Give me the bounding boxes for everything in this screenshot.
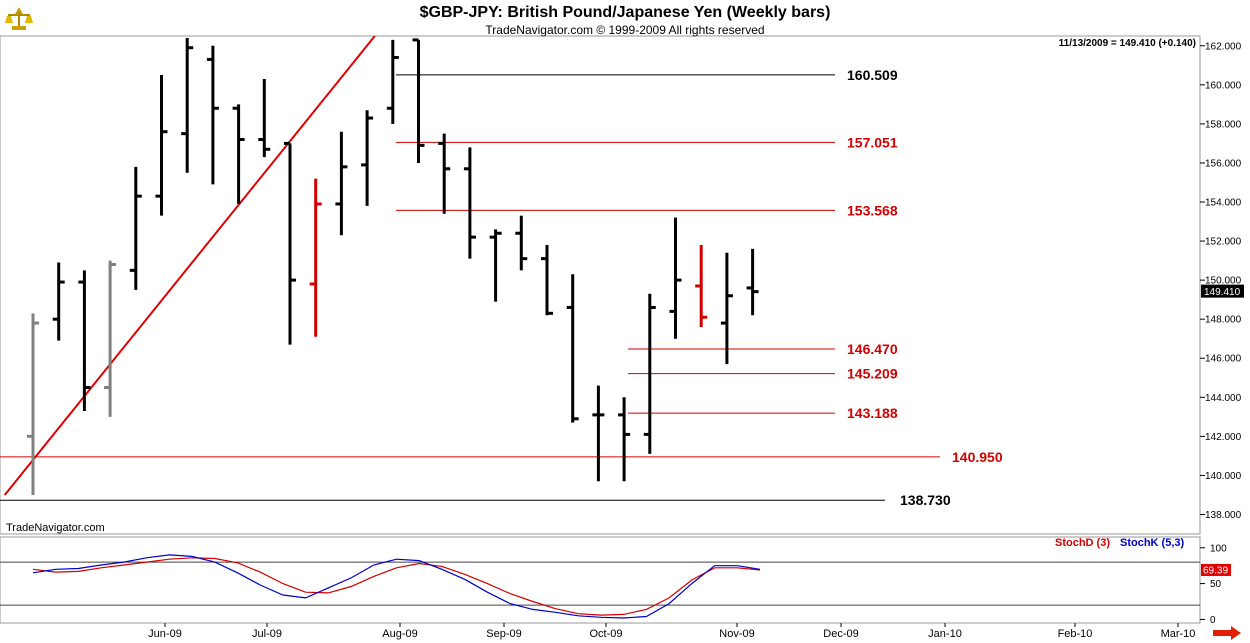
- stochastic-pane-frame: [0, 536, 1201, 624]
- price-levels: 160.509 157.051 153.568 146.470 145.209 143.1…: [0, 67, 1003, 508]
- stochastic-lines: [32, 554, 761, 619]
- price-y-axis: 138.000 140.000 142.000 144.000 146.000 148.0…: [1200, 41, 1242, 521]
- price-level-label: 143.188: [847, 405, 898, 421]
- x-axis-label: Nov-09: [719, 628, 754, 640]
- price-y-tick-label: 154.000: [1205, 198, 1242, 209]
- stoch-series-line: [32, 554, 761, 619]
- stochastic-y-axis: 0 50 100: [1200, 543, 1227, 626]
- scale-icon[interactable]: [4, 4, 34, 34]
- ohlc-bar: [489, 229, 502, 302]
- legend-stoch-k: StochK (5,3): [1120, 537, 1185, 549]
- x-axis-label: Mar-10: [1161, 628, 1196, 640]
- ohlc-bar: [52, 262, 65, 341]
- price-y-tick-label: 148.000: [1205, 315, 1242, 326]
- price-level-label: 146.470: [847, 341, 898, 357]
- trendline-segment: [3, 35, 376, 496]
- last-quote: 11/13/2009 = 149.410 (+0.140): [1058, 38, 1196, 49]
- ohlc-bar: [206, 45, 219, 185]
- copyright-line: TradeNavigator.com © 1999-2009 All right…: [485, 23, 765, 37]
- trendline: [3, 35, 376, 496]
- price-y-tick-label: 158.000: [1205, 119, 1242, 130]
- stoch-series-line: [32, 557, 761, 616]
- ohlc-bar: [541, 244, 553, 316]
- ohlc-bar: [258, 78, 271, 158]
- stoch-y-tick-label: 100: [1210, 543, 1227, 554]
- x-axis-label: Sep-09: [486, 628, 521, 640]
- last-price-marker: 149.410: [1201, 284, 1244, 298]
- ohlc-bar: [284, 141, 296, 345]
- ohlc-bar: [695, 244, 708, 327]
- ohlc-bar: [643, 293, 656, 454]
- stochastic-last-value: 69.39: [1201, 563, 1231, 576]
- price-y-tick-label: 150.000: [1205, 276, 1242, 287]
- ohlc-bar: [438, 133, 451, 214]
- last-price-box: [1201, 284, 1244, 298]
- price-y-tick-label: 140.000: [1205, 471, 1242, 482]
- x-axis-label: Dec-09: [823, 628, 858, 640]
- arrow-right-icon[interactable]: [1213, 626, 1241, 640]
- ohlc-bar: [618, 397, 631, 482]
- ohlc-bar: [335, 131, 348, 236]
- x-axis-label: Jun-09: [148, 628, 182, 640]
- ohlc-bar: [720, 252, 733, 365]
- stoch-y-tick-label: 0: [1210, 615, 1216, 626]
- price-y-tick-label: 146.000: [1205, 354, 1242, 365]
- price-pane-frame: [0, 35, 1201, 535]
- price-y-tick-label: 160.000: [1205, 80, 1242, 91]
- x-axis-label: Oct-09: [589, 628, 622, 640]
- chart-title: $GBP-JPY: British Pound/Japanese Yen (We…: [419, 4, 831, 21]
- ohlc-bar: [592, 385, 605, 482]
- stochastic-reference-lines: [0, 561, 1200, 606]
- ohlc-bar: [361, 110, 374, 206]
- ohlc-bar: [129, 166, 142, 290]
- price-level-label: 140.950: [952, 449, 1003, 465]
- price-level-label: 138.730: [900, 492, 951, 508]
- x-axis-label: Feb-10: [1058, 628, 1093, 640]
- brand-watermark: TradeNavigator.com: [6, 522, 105, 534]
- ohlc-bar: [412, 38, 425, 163]
- price-level-label: 153.568: [847, 202, 898, 218]
- ohlc-bar: [309, 178, 322, 337]
- ohlc-bar: [746, 248, 759, 316]
- price-y-tick-label: 152.000: [1205, 237, 1242, 248]
- legend-stoch-d: StochD (3): [1055, 537, 1110, 549]
- last-price-label: 149.410: [1204, 287, 1241, 298]
- price-y-tick-label: 138.000: [1205, 510, 1242, 521]
- price-level-label: 157.051: [847, 134, 898, 150]
- stoch-last-box: [1201, 563, 1231, 576]
- price-level-label: 145.209: [847, 366, 898, 382]
- ohlc-bar: [463, 147, 476, 259]
- ohlc-bar: [232, 104, 245, 204]
- ohlc-bar: [78, 270, 91, 411]
- x-axis-label: Jul-09: [252, 628, 282, 640]
- ohlc-bar: [27, 313, 39, 495]
- x-axis-label: Aug-09: [382, 628, 417, 640]
- stoch-y-tick-label: 50: [1210, 579, 1222, 590]
- ohlc-bars: [27, 37, 759, 495]
- price-y-tick-label: 156.000: [1205, 158, 1242, 169]
- ohlc-bar: [386, 39, 399, 124]
- price-y-tick-label: 144.000: [1205, 393, 1242, 404]
- x-axis-label: Jan-10: [928, 628, 962, 640]
- price-y-tick-label: 162.000: [1205, 41, 1242, 52]
- ohlc-bar: [181, 37, 194, 173]
- stoch-last-label: 69.39: [1203, 565, 1228, 576]
- x-axis: Jun-09 Jul-09 Aug-09 Sep-09 Oct-09 Nov-09 Dec-…: [148, 623, 1195, 640]
- ohlc-bar: [155, 75, 168, 216]
- ohlc-bar: [669, 217, 682, 339]
- ohlc-bar: [515, 215, 528, 271]
- ohlc-bar: [104, 260, 117, 417]
- price-y-tick-label: 142.000: [1205, 432, 1242, 443]
- ohlc-bar: [566, 274, 579, 423]
- price-level-label: 160.509: [847, 67, 898, 83]
